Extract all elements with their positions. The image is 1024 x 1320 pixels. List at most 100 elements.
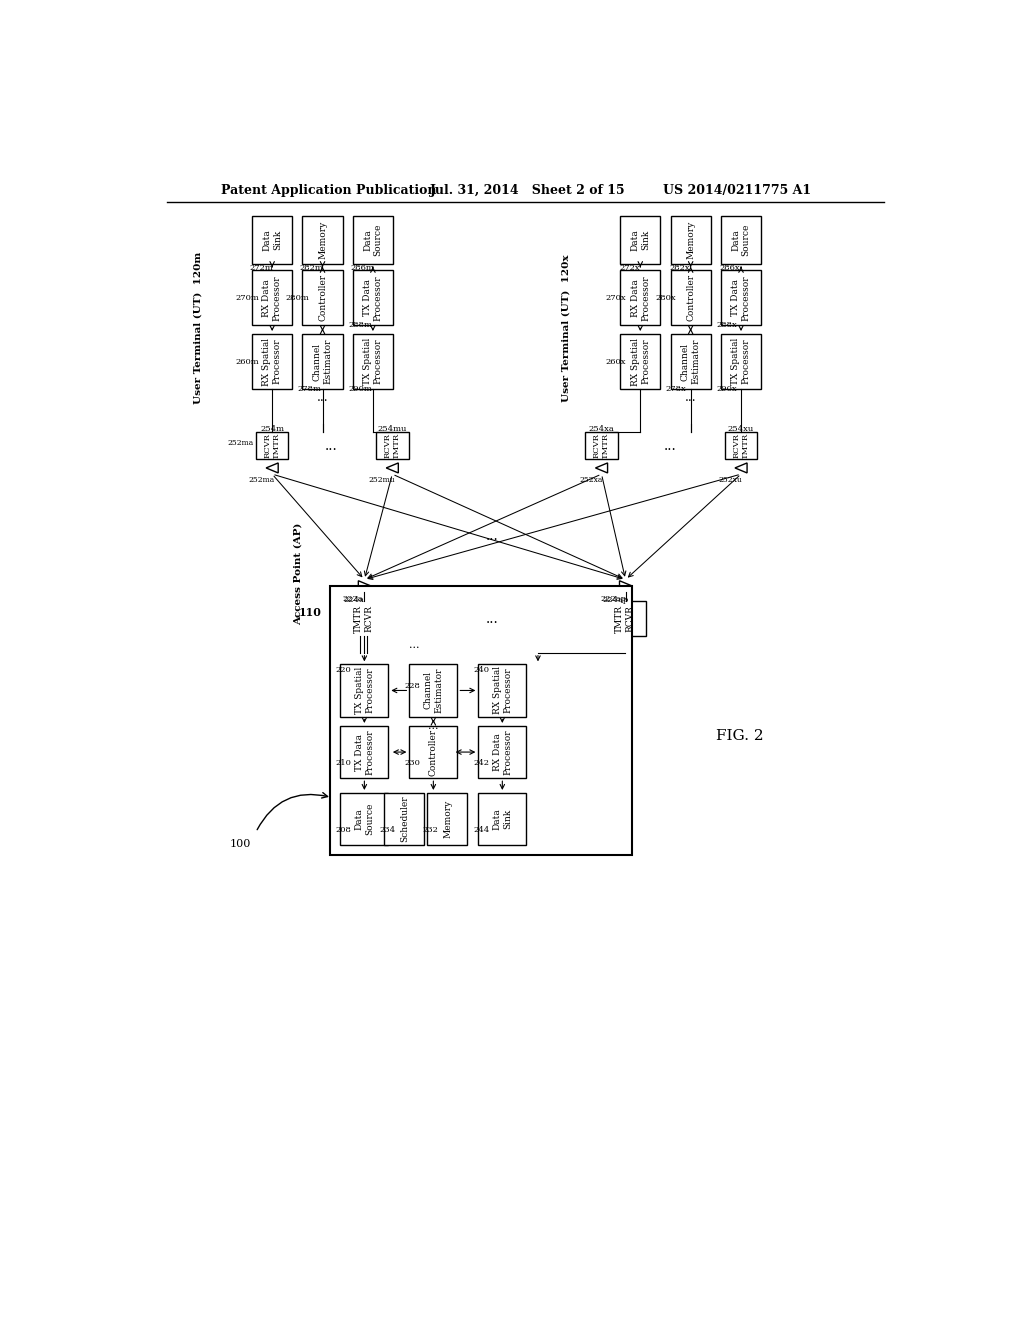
Text: ...: ...: [316, 391, 329, 404]
Bar: [721, 216, 761, 264]
Text: 210: 210: [336, 759, 351, 767]
Text: 252mu: 252mu: [368, 477, 394, 484]
Text: 224a: 224a: [344, 595, 365, 603]
Text: User Terminal (UT)  120m: User Terminal (UT) 120m: [194, 252, 203, 404]
Text: Data
Source: Data Source: [364, 224, 383, 256]
Text: Memory: Memory: [318, 220, 327, 259]
Text: TX Spatial
Processor: TX Spatial Processor: [364, 338, 383, 385]
Bar: [586, 432, 617, 459]
Text: RX Spatial
Processor: RX Spatial Processor: [262, 338, 282, 385]
Text: FIG. 2: FIG. 2: [717, 729, 764, 743]
Text: TX Spatial
Processor: TX Spatial Processor: [354, 667, 374, 714]
Text: 290m: 290m: [348, 385, 372, 393]
Bar: [252, 271, 292, 326]
Text: TMTR
RCVR: TMTR RCVR: [354, 605, 374, 632]
Text: 232: 232: [423, 826, 438, 834]
Text: Memory: Memory: [443, 800, 453, 838]
Text: 286x: 286x: [720, 264, 740, 272]
Text: 242: 242: [474, 759, 489, 767]
Bar: [302, 216, 343, 264]
Text: 244: 244: [474, 826, 489, 834]
Text: ...: ...: [485, 612, 499, 626]
Text: RX Data
Processor: RX Data Processor: [631, 275, 650, 321]
Text: Data
Sink: Data Sink: [262, 230, 282, 251]
Text: 254xa: 254xa: [589, 425, 614, 433]
Text: 288x: 288x: [716, 322, 737, 330]
Bar: [621, 334, 660, 389]
Text: TX Data
Processor: TX Data Processor: [731, 275, 751, 321]
Text: ...: ...: [665, 438, 677, 453]
Text: 240: 240: [474, 667, 489, 675]
Text: 254m: 254m: [260, 425, 284, 433]
Bar: [621, 271, 660, 326]
Text: 254mu: 254mu: [378, 425, 407, 433]
Text: 224ap: 224ap: [602, 595, 629, 603]
Text: 252xa: 252xa: [579, 477, 602, 484]
Text: RCVR
TMTR: RCVR TMTR: [593, 433, 610, 458]
Bar: [352, 334, 393, 389]
Bar: [302, 334, 343, 389]
Text: RCVR
TMTR: RCVR TMTR: [384, 433, 400, 458]
Bar: [671, 216, 711, 264]
Bar: [252, 334, 292, 389]
Bar: [725, 432, 758, 459]
Text: 234: 234: [379, 826, 395, 834]
Bar: [302, 271, 343, 326]
Bar: [621, 216, 660, 264]
Text: TX Spatial
Processor: TX Spatial Processor: [731, 338, 751, 385]
Text: TMTR
RCVR: TMTR RCVR: [615, 605, 635, 632]
Bar: [721, 271, 761, 326]
Text: Data
Sink: Data Sink: [631, 230, 650, 251]
Text: 270x: 270x: [605, 294, 626, 302]
Text: 252xu: 252xu: [718, 477, 742, 484]
Text: 100: 100: [229, 838, 251, 849]
Text: RCVR
TMTR: RCVR TMTR: [732, 433, 750, 458]
Text: 278x: 278x: [666, 385, 687, 393]
Text: 286m: 286m: [350, 264, 374, 272]
Text: User Terminal (UT)  120x: User Terminal (UT) 120x: [561, 253, 570, 401]
Bar: [376, 432, 409, 459]
Text: 228: 228: [404, 682, 421, 690]
Text: Jul. 31, 2014   Sheet 2 of 15: Jul. 31, 2014 Sheet 2 of 15: [430, 185, 626, 197]
Bar: [410, 664, 458, 717]
Text: 260m: 260m: [236, 358, 259, 366]
Text: 278m: 278m: [298, 385, 322, 393]
Text: 280m: 280m: [286, 294, 309, 302]
Text: 272x: 272x: [620, 264, 640, 272]
Text: 252ma: 252ma: [227, 440, 254, 447]
Text: TX Data
Processor: TX Data Processor: [364, 275, 383, 321]
Text: 254xu: 254xu: [728, 425, 754, 433]
Text: Scheduler: Scheduler: [400, 796, 410, 842]
Text: Controller: Controller: [686, 275, 695, 321]
Text: Data
Sink: Data Sink: [493, 808, 512, 830]
Bar: [478, 726, 526, 779]
Text: RX Data
Processor: RX Data Processor: [262, 275, 282, 321]
Text: 272m: 272m: [250, 264, 273, 272]
Text: RX Spatial
Processor: RX Spatial Processor: [493, 667, 512, 714]
Text: US 2014/0211775 A1: US 2014/0211775 A1: [663, 185, 811, 197]
Text: 282x: 282x: [670, 264, 690, 272]
Bar: [352, 271, 393, 326]
Text: Memory: Memory: [686, 220, 695, 259]
Bar: [330, 586, 632, 855]
Bar: [340, 664, 388, 717]
Text: RX Data
Processor: RX Data Processor: [493, 729, 512, 775]
Text: 230: 230: [404, 759, 421, 767]
Text: Access Point (AP): Access Point (AP): [294, 523, 303, 626]
Text: 270m: 270m: [236, 294, 259, 302]
Bar: [721, 334, 761, 389]
Text: 110: 110: [299, 607, 322, 618]
Text: 252ma: 252ma: [248, 477, 274, 484]
Text: 280x: 280x: [655, 294, 676, 302]
Text: 208: 208: [336, 826, 351, 834]
Bar: [340, 793, 388, 845]
Text: RCVR
TMTR: RCVR TMTR: [263, 433, 281, 458]
Text: 260x: 260x: [605, 358, 626, 366]
Text: Patent Application Publication: Patent Application Publication: [221, 185, 436, 197]
Text: ...: ...: [410, 640, 420, 649]
Bar: [252, 216, 292, 264]
Bar: [478, 664, 526, 717]
Text: TX Data
Processor: TX Data Processor: [354, 729, 374, 775]
Bar: [671, 334, 711, 389]
Text: 288m: 288m: [348, 322, 372, 330]
